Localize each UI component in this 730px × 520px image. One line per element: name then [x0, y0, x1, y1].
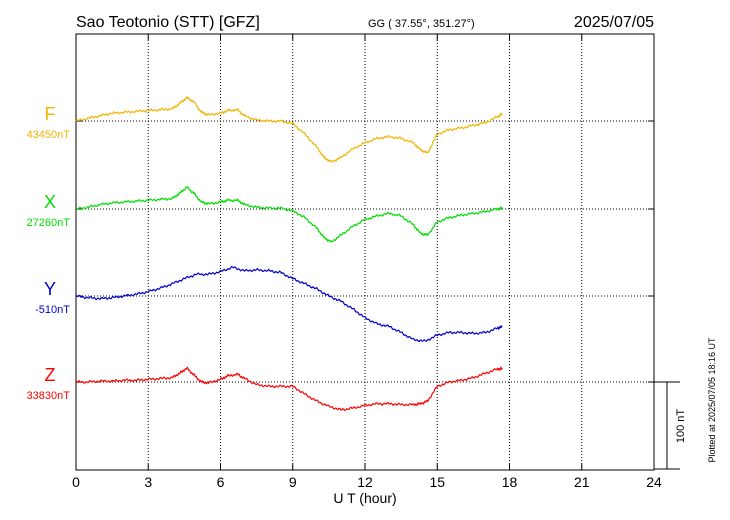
- series-name-y: Y: [44, 279, 56, 299]
- x-tick-label: 6: [217, 474, 225, 490]
- series-line-y: [75, 265, 503, 343]
- series-name-f: F: [45, 104, 56, 124]
- x-tick-label: 18: [502, 474, 518, 490]
- x-tick-label: 15: [429, 474, 445, 490]
- station-coords: GG ( 37.55°, 351.27°): [368, 18, 475, 30]
- x-tick-label: 0: [72, 474, 80, 490]
- scale-bar-label: 100 nT: [675, 409, 687, 444]
- x-tick-label: 9: [289, 474, 297, 490]
- x-tick-label: 21: [574, 474, 590, 490]
- series-baseline-z: 33830nT: [27, 390, 71, 402]
- series-line-z: [75, 366, 503, 412]
- series-line-f: [75, 96, 503, 163]
- x-tick-label: 24: [646, 474, 662, 490]
- series-baseline-y: -510nT: [35, 304, 70, 316]
- x-tick-label: 3: [144, 474, 152, 490]
- x-tick-label: 12: [357, 474, 373, 490]
- series-line-x: [76, 186, 503, 243]
- plot-date: 2025/07/05: [574, 14, 654, 31]
- series-name-z: Z: [45, 365, 56, 385]
- series-group: F 43450nT X 27260nT Y -510nT Z 33830nT: [27, 96, 503, 412]
- series-baseline-f: 43450nT: [27, 129, 71, 141]
- series-baseline-x: 27260nT: [27, 217, 71, 229]
- series-name-x: X: [44, 192, 56, 212]
- x-axis-label: U T (hour): [333, 490, 396, 506]
- plotted-timestamp: Plotted at 2025/07/05 18:16 UT: [707, 337, 717, 463]
- x-axis-ticks: 0 3 6 9 12 15 18 21 24: [72, 34, 662, 490]
- grid-lines: [76, 34, 654, 470]
- station-title: Sao Teotonio (STT) [GFZ]: [76, 14, 260, 31]
- scale-bar: 100 nT: [654, 381, 687, 470]
